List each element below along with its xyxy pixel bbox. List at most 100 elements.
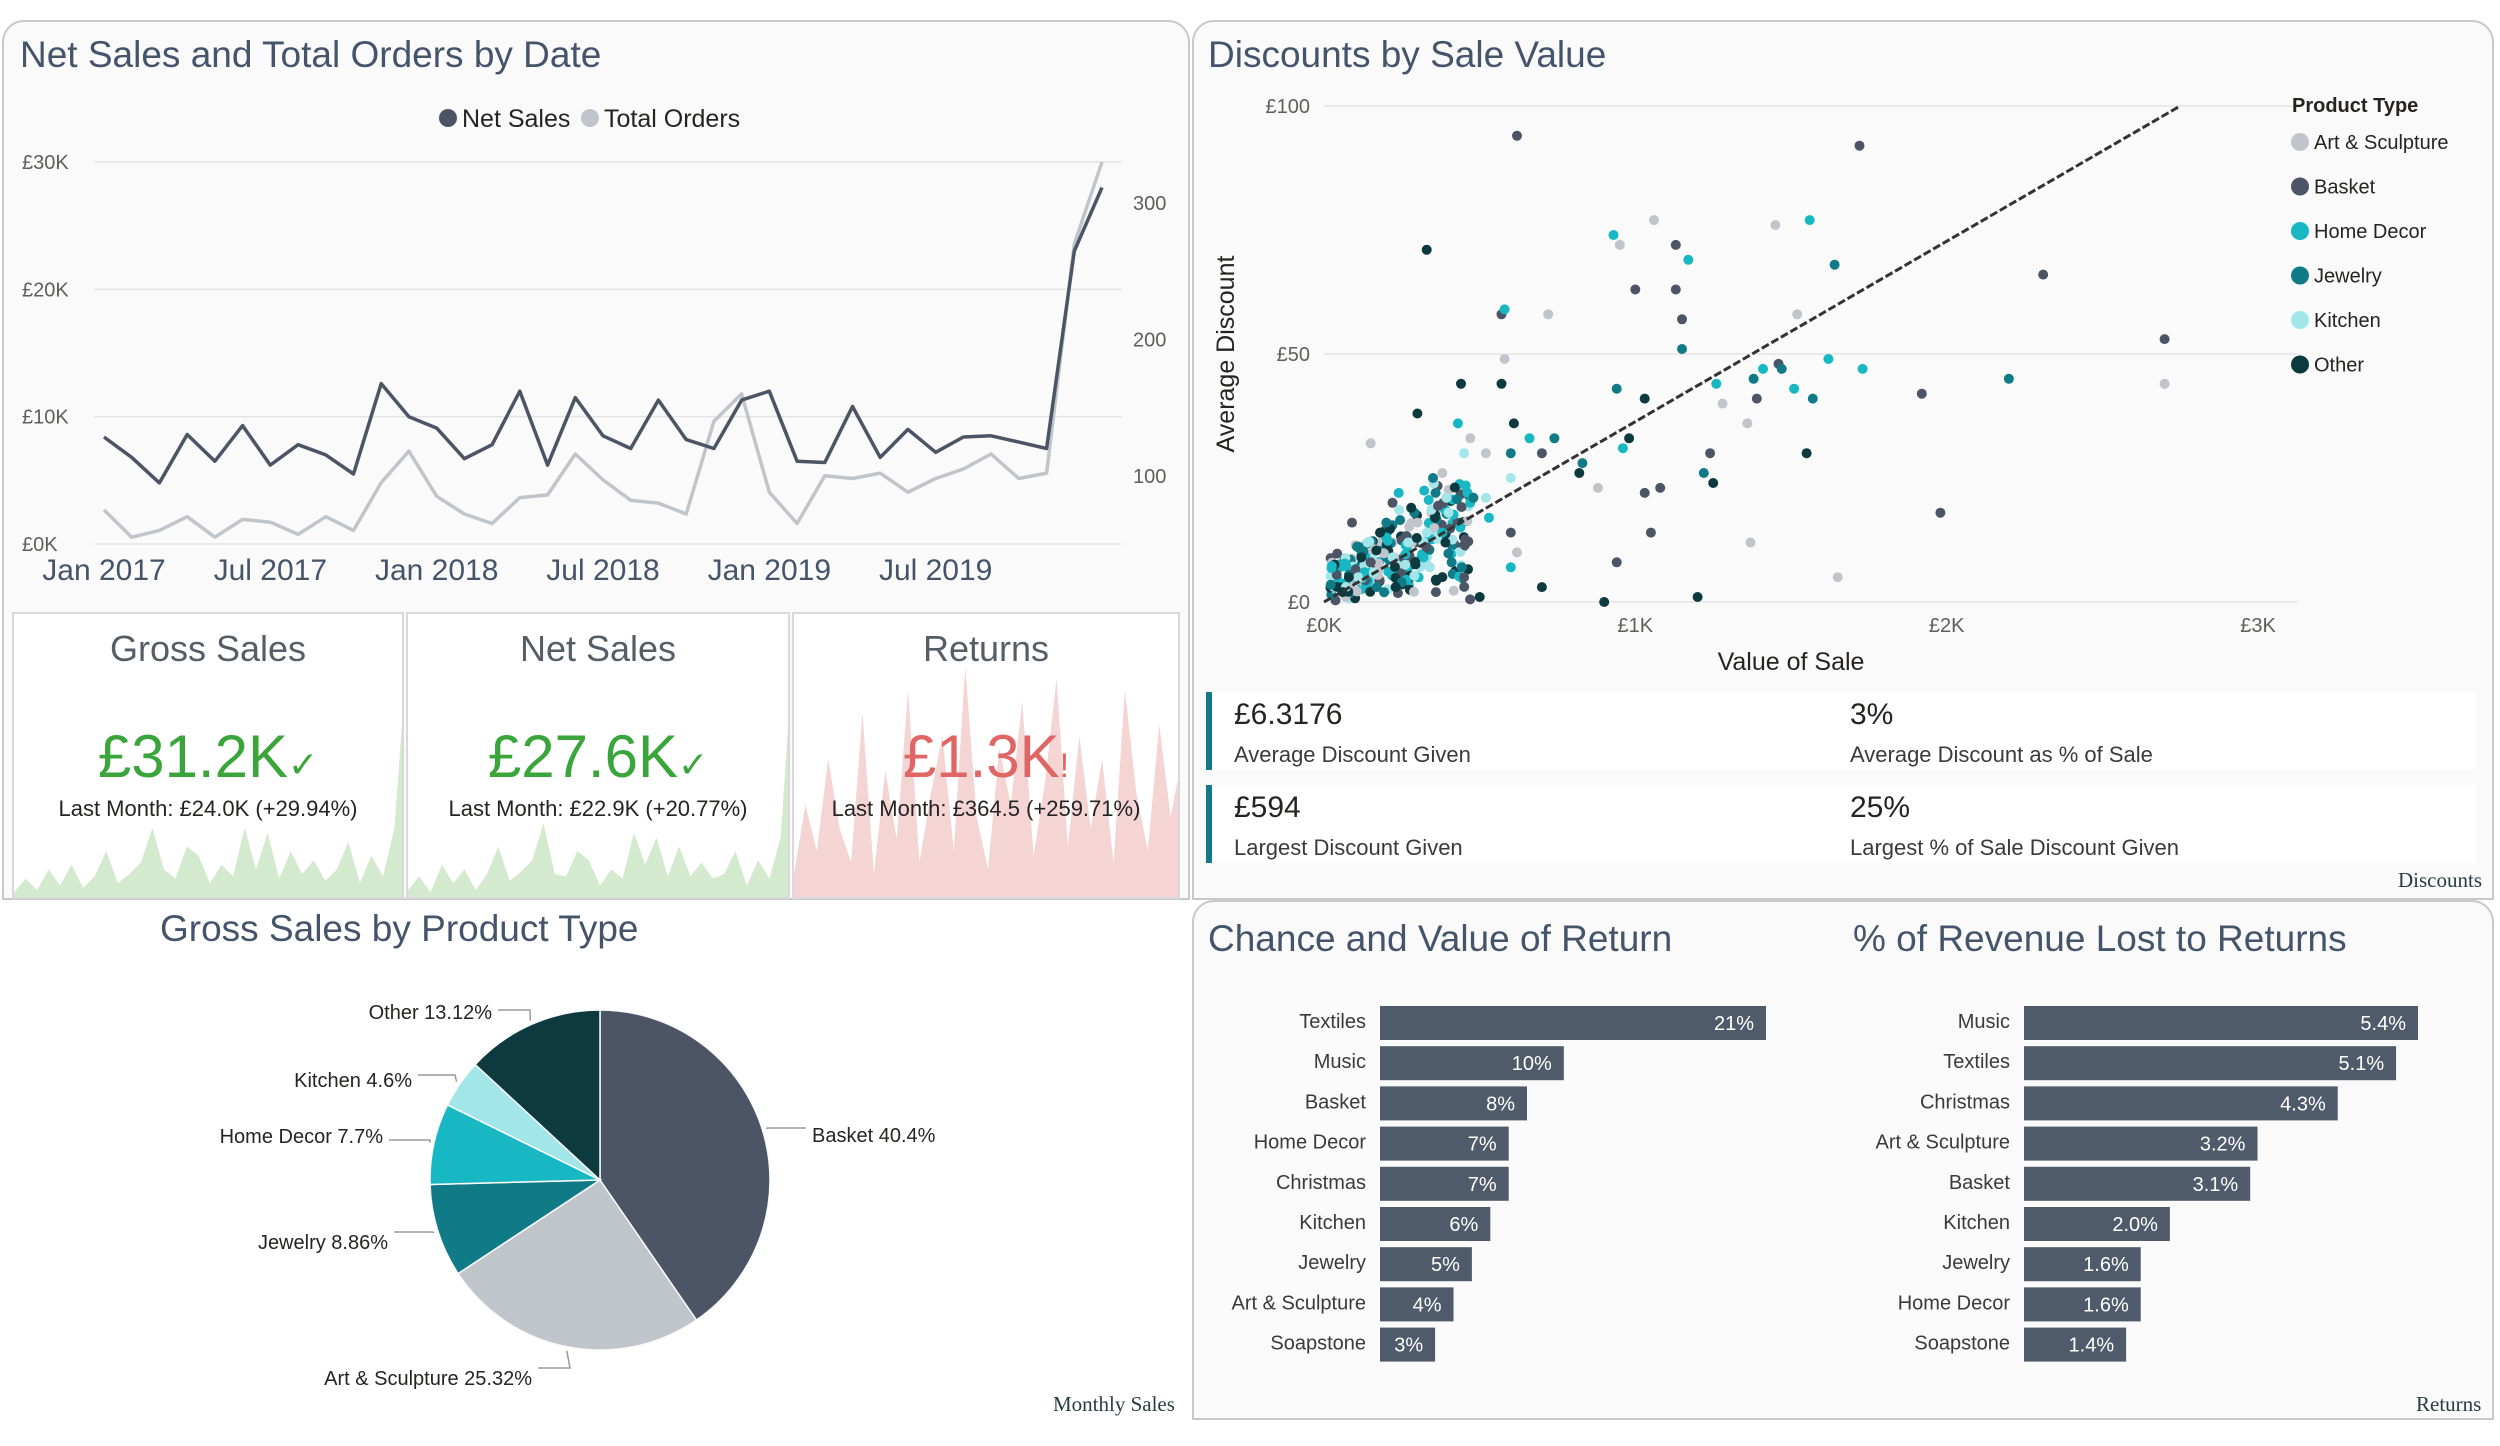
scatter-point bbox=[1524, 433, 1535, 444]
largest-discount-label: Largest Discount Given bbox=[1234, 835, 1463, 860]
pie-title: Gross Sales by Product Type bbox=[160, 908, 639, 949]
legend-label: Other bbox=[2314, 355, 2364, 377]
scatter-point bbox=[1789, 383, 1800, 394]
scatter-chart[interactable]: £0 £50 £100 £0K £1K £2K £3K Value of Sale Averag… bbox=[1196, 80, 2486, 680]
exclamation-icon: ! bbox=[1059, 747, 1070, 785]
net-sales-card[interactable]: Net Sales £27.6K✓ Last Month: £22.9K (+2… bbox=[406, 612, 790, 899]
scatter-point bbox=[1770, 220, 1781, 230]
returns-title: Returns bbox=[922, 628, 1050, 669]
bar-category-label: Jewelry bbox=[1298, 1252, 1366, 1274]
x-tick-label: Jan 2018 bbox=[375, 554, 498, 587]
y-tick-label: £0 bbox=[1288, 592, 1310, 614]
scatter-point bbox=[1429, 523, 1440, 534]
bar bbox=[2024, 1126, 2258, 1161]
scatter-point bbox=[1452, 494, 1462, 505]
bar bbox=[1380, 1327, 1436, 1362]
bar-category-label: Soapstone bbox=[1270, 1333, 1366, 1355]
scatter-point bbox=[1424, 562, 1435, 573]
returns-link[interactable]: Returns bbox=[2416, 1392, 2482, 1416]
net-sales-comparison: Last Month: £22.9K (+20.77%) bbox=[448, 796, 748, 821]
scatter-point bbox=[1624, 433, 1635, 444]
bar-category-label: Kitchen bbox=[1299, 1212, 1366, 1234]
y-tick-label: £50 bbox=[1277, 344, 1310, 366]
scatter-point bbox=[1465, 594, 1476, 605]
line-chart[interactable]: Net Sales Total Orders £0K £10K £20K £30K 100 2… bbox=[0, 90, 1190, 600]
bar-category-label: Basket bbox=[1305, 1091, 1367, 1113]
bar-category-label: Textiles bbox=[1943, 1051, 2010, 1073]
kpi-accent-bar bbox=[1206, 692, 1212, 770]
scatter-point bbox=[1362, 537, 1373, 548]
largest-discount-value: £594 bbox=[1234, 791, 1301, 824]
scatter-point bbox=[1505, 473, 1516, 483]
legend-marker bbox=[581, 109, 599, 127]
avg-discount-pct-value: 3% bbox=[1850, 698, 1894, 731]
bar bbox=[1380, 1086, 1527, 1121]
bar bbox=[1380, 1126, 1509, 1161]
scatter-point bbox=[1536, 582, 1547, 593]
line-chart-title: Net Sales and Total Orders by Date bbox=[20, 34, 602, 75]
bar-value-label: 1.6% bbox=[2083, 1254, 2129, 1276]
scatter-point bbox=[1430, 587, 1441, 598]
x-tick-label: Jul 2019 bbox=[879, 554, 992, 587]
scatter-point bbox=[1443, 548, 1454, 559]
scatter-point bbox=[1512, 130, 1522, 141]
gross-sales-comparison: Last Month: £24.0K (+29.94%) bbox=[58, 796, 358, 821]
scatter-point bbox=[1670, 284, 1681, 295]
gross-sales-card[interactable]: Gross Sales £31.2K✓ Last Month: £24.0K (… bbox=[12, 612, 404, 899]
returns-sparkline bbox=[794, 667, 1178, 897]
scatter-point bbox=[1611, 383, 1622, 394]
bar-category-label: Art & Sculpture bbox=[1231, 1292, 1366, 1314]
y-right-tick-label: 300 bbox=[1133, 193, 1166, 215]
scatter-point bbox=[1421, 527, 1432, 538]
scatter-point bbox=[1351, 586, 1362, 597]
scatter-point bbox=[1365, 438, 1376, 449]
bar-value-label: 1.6% bbox=[2083, 1294, 2129, 1316]
scatter-point bbox=[1443, 507, 1454, 518]
bar-value-label: 21% bbox=[1714, 1013, 1754, 1035]
bar bbox=[2024, 1166, 2251, 1201]
bar bbox=[2024, 1247, 2141, 1282]
scatter-point bbox=[1410, 557, 1421, 567]
bar bbox=[2024, 1327, 2127, 1362]
x-tick-label: £2K bbox=[1929, 615, 1965, 637]
scatter-point bbox=[1677, 314, 1687, 325]
monthly-sales-link[interactable]: Monthly Sales bbox=[1053, 1392, 1175, 1416]
bar-value-label: 6% bbox=[1449, 1214, 1478, 1236]
scatter-point bbox=[1430, 574, 1441, 585]
legend-label: Total Orders bbox=[604, 105, 740, 133]
scatter-point bbox=[1474, 592, 1485, 602]
scatter-point bbox=[1639, 393, 1650, 404]
scatter-point bbox=[1428, 473, 1438, 483]
revenue-lost-bar-chart[interactable]: Music 5.4% Textiles 5.1% Christmas 4.3% Art & … bbox=[1840, 990, 2485, 1370]
pie-leader-line bbox=[498, 1009, 532, 1021]
legend-marker bbox=[439, 109, 457, 127]
scatter-point bbox=[1446, 557, 1457, 568]
scatter-point bbox=[1823, 354, 1834, 364]
returns-comparison: Last Month: £364.5 (+259.71%) bbox=[831, 796, 1141, 821]
legend-marker bbox=[2291, 133, 2309, 151]
pie-slice-art-sculpture bbox=[457, 1178, 698, 1351]
scatter-point bbox=[1649, 215, 1659, 226]
discounts-link[interactable]: Discounts bbox=[2398, 868, 2482, 892]
pie-chart[interactable]: Basket 40.4% Art & Sculpture 25.32% Jewelr… bbox=[0, 960, 1190, 1410]
chance-of-return-bar-chart[interactable]: Textiles 21% Music 10% Basket 8% Home Decor 7% C… bbox=[1196, 990, 1836, 1370]
scatter-point bbox=[1459, 572, 1470, 583]
scatter-point bbox=[1692, 592, 1703, 602]
bar-value-label: 5% bbox=[1431, 1254, 1460, 1276]
scatter-point bbox=[1505, 448, 1516, 459]
bar-category-label: Kitchen bbox=[1943, 1212, 2010, 1234]
scatter-point bbox=[1449, 482, 1460, 493]
pie-label: Other 13.12% bbox=[369, 1002, 493, 1024]
scatter-point bbox=[1630, 284, 1641, 295]
returns-card[interactable]: Returns £1.3K! Last Month: £364.5 (+259.… bbox=[792, 612, 1180, 899]
scatter-point bbox=[1496, 378, 1507, 389]
scatter-point bbox=[1717, 398, 1728, 409]
avg-discount-pct-label: Average Discount as % of Sale bbox=[1850, 742, 2153, 767]
scatter-point bbox=[1326, 563, 1337, 574]
legend-marker bbox=[2291, 311, 2309, 329]
pie-label: Art & Sculpture 25.32% bbox=[324, 1368, 532, 1390]
net-sales-line bbox=[102, 186, 1104, 485]
legend-label: Jewelry bbox=[2314, 266, 2382, 288]
check-icon: ✓ bbox=[288, 744, 319, 785]
scatter-point bbox=[2159, 334, 2170, 345]
